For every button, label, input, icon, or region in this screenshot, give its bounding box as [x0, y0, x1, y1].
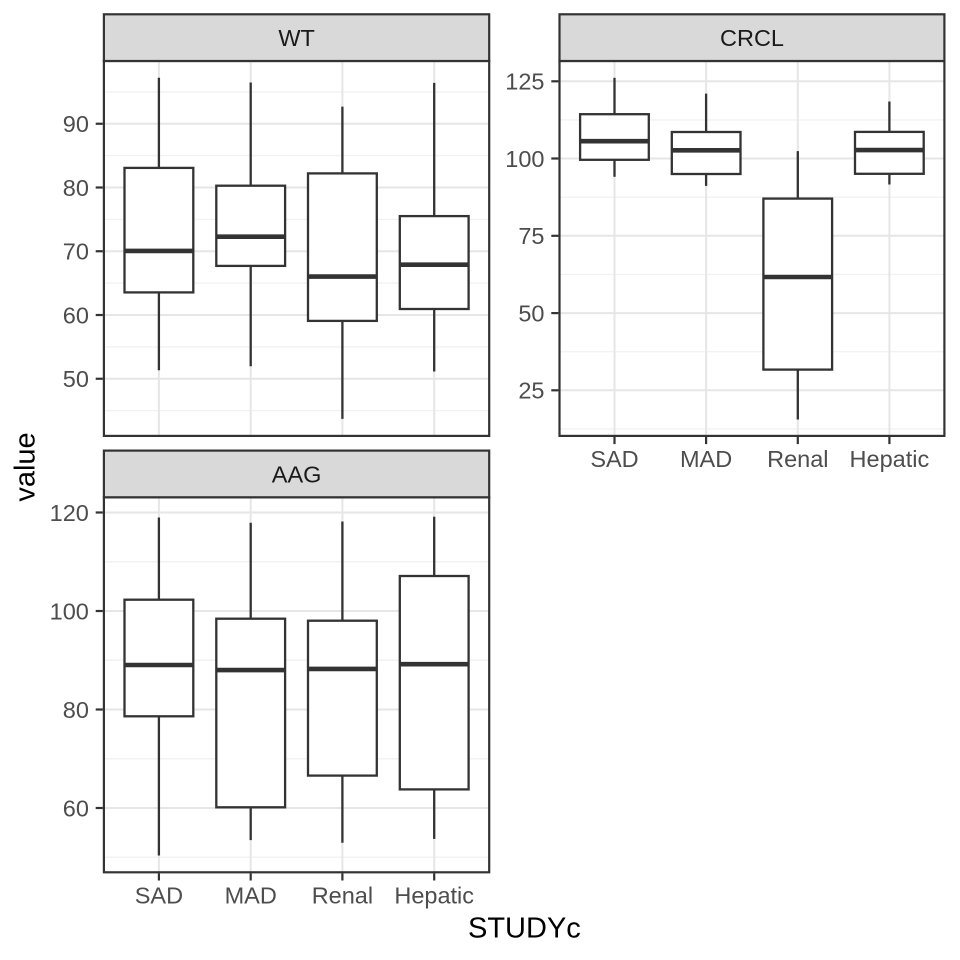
svg-text:MAD: MAD	[680, 446, 732, 472]
svg-text:70: 70	[63, 239, 89, 265]
svg-text:25: 25	[518, 378, 544, 404]
svg-text:50: 50	[518, 301, 544, 327]
svg-text:STUDYc: STUDYc	[468, 913, 581, 945]
svg-text:CRCL: CRCL	[720, 25, 784, 51]
svg-text:Renal: Renal	[312, 883, 373, 909]
svg-text:MAD: MAD	[225, 883, 277, 909]
svg-text:125: 125	[505, 69, 544, 95]
svg-text:60: 60	[63, 795, 89, 821]
svg-text:60: 60	[63, 302, 89, 328]
svg-text:75: 75	[518, 223, 544, 249]
svg-text:SAD: SAD	[590, 446, 638, 472]
svg-text:80: 80	[63, 697, 89, 723]
svg-text:80: 80	[63, 175, 89, 201]
svg-text:120: 120	[50, 500, 89, 526]
svg-text:50: 50	[63, 366, 89, 392]
svg-text:Hepatic: Hepatic	[394, 883, 474, 909]
svg-text:100: 100	[50, 598, 89, 624]
svg-text:100: 100	[505, 146, 544, 172]
svg-text:SAD: SAD	[135, 883, 183, 909]
svg-text:Renal: Renal	[767, 446, 828, 472]
svg-text:AAG: AAG	[272, 461, 322, 487]
svg-text:90: 90	[63, 111, 89, 137]
svg-text:WT: WT	[278, 25, 315, 51]
svg-text:value: value	[10, 432, 42, 501]
svg-text:Hepatic: Hepatic	[850, 446, 930, 472]
